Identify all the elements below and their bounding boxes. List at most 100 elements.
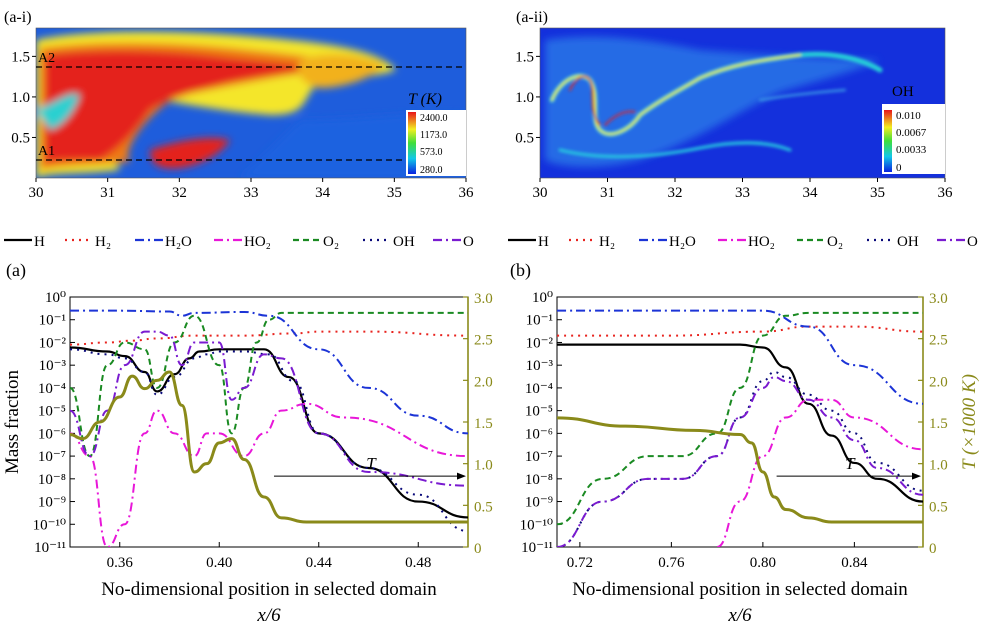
legend-label-3: HO₂ (244, 234, 271, 250)
y-tick-label: 10⁰ (532, 290, 553, 306)
legend-label-5: OH (897, 234, 919, 250)
y2-tick-label: 0 (474, 541, 482, 557)
legend-label-2: H₂O (165, 234, 192, 250)
y-tick-label: 1.5 (515, 49, 534, 65)
series-h2 (557, 325, 923, 337)
x-tick-label: 33 (244, 185, 259, 201)
legend-label-6: O (463, 234, 474, 250)
colorbar-bg-oh (882, 104, 945, 174)
label-a2: A2 (38, 51, 55, 66)
x-tick-label: 0.80 (750, 555, 776, 571)
y2-tick-label: 2.0 (474, 374, 493, 390)
legend-label-0: H (34, 234, 45, 250)
legend-label-3: HO₂ (748, 234, 775, 250)
x-axis-label-2: x/6 (727, 605, 752, 626)
legend-label-1: H₂ (599, 234, 615, 250)
y2-tick-label: 2.5 (929, 333, 948, 349)
plot-frame (69, 296, 469, 548)
annotation-t: T (366, 454, 377, 473)
x-tick-label: 31 (100, 185, 115, 201)
y2-tick-label: 3.0 (474, 291, 493, 307)
x-axis-label: No-dimensional position in selected doma… (101, 579, 437, 600)
y2-tick-label: 0 (929, 541, 937, 557)
y-tick-label: 1.0 (11, 90, 30, 106)
x-tick-label: 34 (803, 185, 819, 201)
x-tick-label: 0.72 (567, 555, 593, 571)
x-tick-label: 33 (735, 185, 750, 201)
x-tick-label: 36 (459, 185, 475, 201)
cb-oh-tick-2: 0.0033 (896, 144, 927, 156)
legend-label-2: H₂O (669, 234, 696, 250)
series-o2 (70, 311, 468, 458)
temperature-contour (36, 28, 466, 178)
y2-tick-label: 0.5 (474, 499, 493, 515)
series-t (70, 370, 468, 524)
oh-contour (540, 28, 945, 178)
x-tick-label: 0.76 (658, 555, 685, 571)
y-tick-label: 10⁻⁴ (38, 381, 66, 397)
cb-t-tick-1: 1173.0 (420, 130, 447, 141)
y-tick-label: 10⁻³ (39, 358, 67, 374)
y-tick-label: 10⁻³ (526, 358, 554, 374)
x-tick-label: 30 (533, 185, 548, 201)
y-tick-label: 10⁻¹¹ (34, 540, 66, 556)
y-tick-label: 10⁻⁷ (525, 449, 553, 465)
y2-axis-label: T (×1000 K) (959, 374, 980, 470)
x-axis-label: No-dimensional position in selected doma… (572, 579, 908, 600)
y2-tick-label: 1.5 (929, 416, 948, 432)
annotation-t: T (845, 454, 856, 473)
legend-label-4: O₂ (323, 234, 339, 250)
y-tick-label: 10⁻¹ (39, 313, 66, 329)
y-tick-label: 10⁻¹⁰ (520, 517, 553, 533)
x-tick-label: 0.36 (107, 555, 134, 571)
y-tick-label: 10⁻⁵ (525, 404, 553, 420)
series-t (557, 416, 923, 524)
chart-a: 10⁰ 10⁻¹ 10⁻² 10⁻³ 10⁻⁴ 10⁻⁵ 10⁻⁶ 10⁻⁷ 10⁻⁸ 10⁻⁹ 1… (2, 290, 493, 626)
series-group (70, 309, 468, 547)
x-tick-label: 36 (938, 185, 954, 201)
series-h (557, 343, 923, 503)
y-tick-label: 10⁻⁶ (525, 426, 553, 442)
legend-b: H H₂ H₂O HO₂ O₂ OH O (508, 234, 978, 250)
series-h2o (70, 309, 468, 435)
x-tick-label: 34 (315, 185, 331, 201)
series-o (70, 330, 468, 487)
y-tick-label: 10⁰ (45, 290, 66, 306)
y-tick-label: 10⁻⁷ (38, 449, 66, 465)
x-axis-label-2: x/6 (256, 605, 281, 626)
cb-t-tick-0: 2400.0 (420, 113, 448, 124)
x-tick-label: 0.48 (405, 555, 431, 571)
colorbar-title-oh: OH (892, 84, 914, 100)
y-tick-label: 0.5 (11, 130, 30, 146)
x-tick-label: 35 (387, 185, 402, 201)
colorbar-title-t: T (K) (408, 91, 442, 108)
y2-tick-label: 1.0 (929, 458, 948, 474)
annotation-arrowhead (912, 472, 921, 480)
x-tick-label: 32 (172, 185, 187, 201)
panel-label-a-ii: (a-ii) (516, 9, 548, 26)
y-tick-label: 10⁻² (39, 335, 67, 351)
panel-label-b: (b) (510, 260, 531, 281)
y-tick-label: 10⁻⁴ (525, 381, 553, 397)
legend-label-4: O₂ (827, 234, 843, 250)
y-tick-label: 0.5 (515, 130, 534, 146)
y2-tick-label: 0.5 (929, 499, 948, 515)
y2-tick-label: 1.5 (474, 416, 493, 432)
y-axis-label: Mass fraction (2, 370, 23, 474)
y-tick-label: 10⁻¹ (526, 313, 553, 329)
legend-label-0: H (538, 234, 549, 250)
series-h2o (557, 309, 923, 405)
colorbar-oh (884, 110, 892, 172)
y-tick-label: 10⁻⁸ (525, 472, 553, 488)
x-tick-label: 35 (870, 185, 885, 201)
contour-right-axis: 30 31 32 33 34 35 36 0.5 1.0 1.5 (515, 49, 953, 201)
y-tick-label: 10⁻² (526, 335, 554, 351)
y-tick-label: 10⁻¹¹ (521, 540, 553, 556)
y-tick-label: 10⁻⁵ (38, 404, 66, 420)
x-tick-label: 0.44 (306, 555, 333, 571)
colorbar-t (408, 112, 416, 174)
y-tick-label: 10⁻¹⁰ (33, 517, 66, 533)
y-tick-label: 10⁻⁶ (38, 426, 66, 442)
legend-label-1: H₂ (95, 234, 111, 250)
cb-oh-tick-3: 0 (896, 162, 902, 174)
